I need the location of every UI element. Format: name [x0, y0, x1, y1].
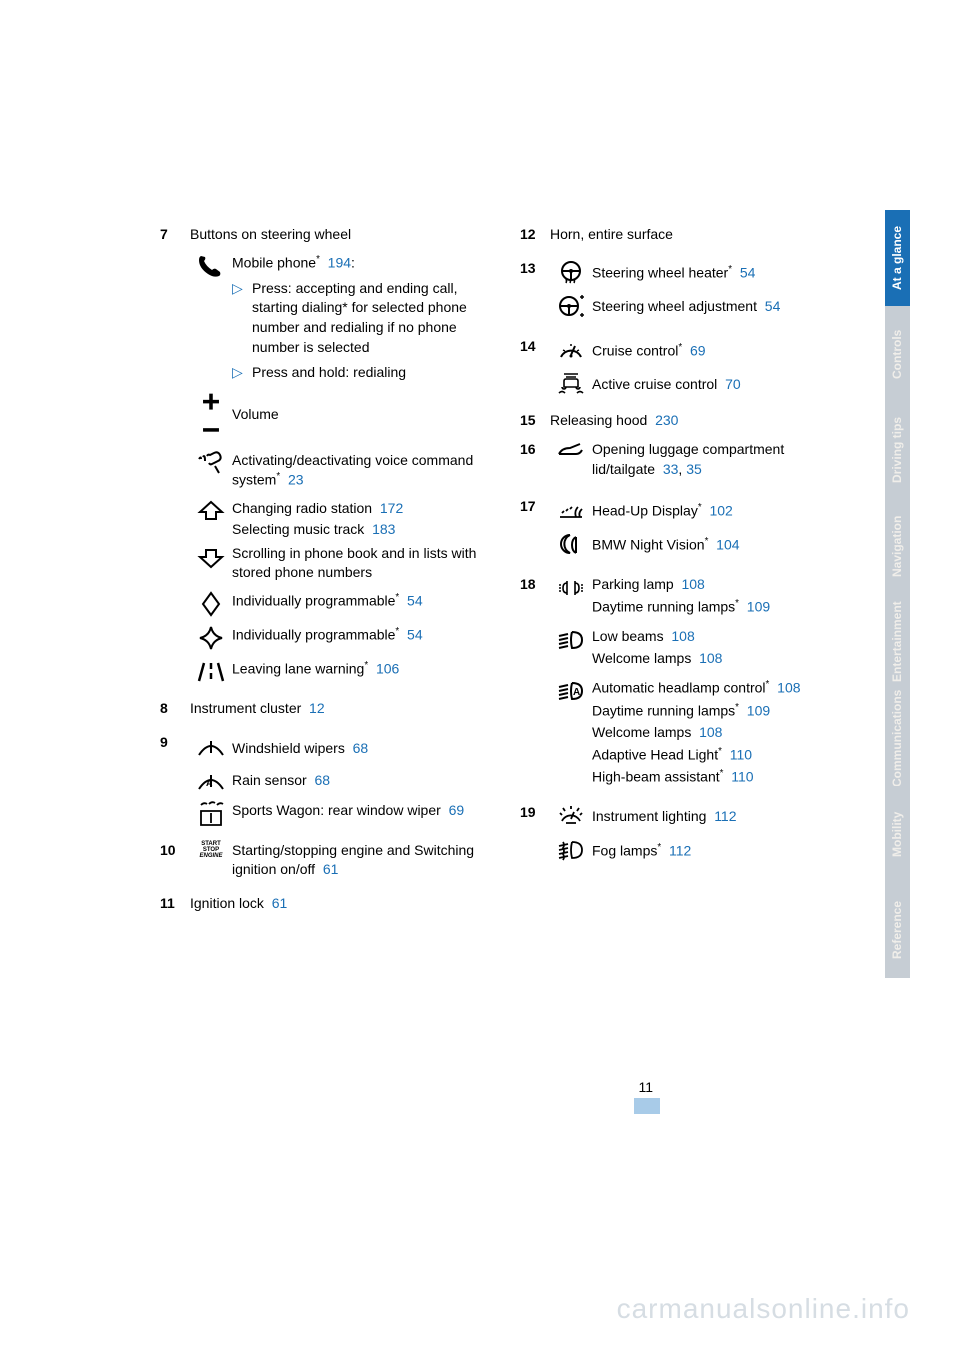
svg-text:A: A — [206, 778, 213, 788]
item-number: 15 — [520, 411, 550, 431]
item-text: Welcome lamps 108 — [592, 723, 850, 743]
item-text: Instrument cluster 12 — [190, 699, 490, 719]
content: 7 Buttons on steering wheel Mobile phone… — [160, 225, 850, 921]
side-tab[interactable]: Communications — [885, 690, 910, 786]
item-number: 18 — [520, 575, 550, 619]
phone-icon — [190, 253, 232, 383]
item-text: Volume — [232, 391, 490, 437]
side-tab[interactable]: Entertainment — [885, 594, 910, 690]
item-number: 16 — [520, 440, 550, 479]
lane-warning-icon — [190, 659, 232, 685]
side-tab[interactable]: Reference — [885, 882, 910, 978]
left-column: 7 Buttons on steering wheel Mobile phone… — [160, 225, 490, 921]
side-tabs: At a glanceControlsDriving tipsNavigatio… — [885, 210, 910, 978]
voice-icon — [190, 451, 232, 491]
item-text: Buttons on steering wheel — [190, 225, 490, 245]
page: At a glanceControlsDriving tipsNavigatio… — [0, 0, 960, 1358]
watermark: carmanualsonline.info — [617, 1289, 910, 1328]
item-text: High-beam assistant* 110 — [592, 767, 850, 787]
right-column: 12 Horn, entire surface 13 Steering whee… — [520, 225, 850, 921]
diamond-icon — [190, 591, 232, 617]
item-number: 19 — [520, 803, 550, 829]
item-text: Active cruise control 70 — [592, 371, 850, 397]
item-text: Steering wheel heater* 54 — [592, 259, 850, 285]
item-text: Head-Up Display* 102 — [592, 497, 850, 523]
item-text: Welcome lamps 108 — [592, 649, 850, 669]
item-text: Ignition lock 61 — [190, 894, 490, 914]
trunk-icon — [550, 440, 592, 479]
item-text: Daytime running lamps* 109 — [592, 701, 850, 721]
item-text: Activating/deactivating voice command sy… — [232, 451, 490, 491]
item-text: Fog lamps* 112 — [592, 837, 850, 863]
arrow-down-icon — [190, 544, 232, 583]
item-text: Horn, entire surface — [550, 225, 850, 245]
item-number: 12 — [520, 225, 550, 245]
volume-icon — [190, 391, 232, 437]
item-text: Selecting music track 183 — [232, 520, 490, 540]
page-number-highlight — [634, 1098, 660, 1114]
wheel-heater-icon — [550, 259, 592, 285]
bullet-text: Press and hold: redialing — [252, 363, 406, 383]
auto-headlamp-icon: A — [550, 678, 592, 789]
bullet-icon: ▷ — [232, 363, 252, 383]
item-number: 13 — [520, 259, 550, 285]
bullet-text: Press: accepting and ending call, starti… — [252, 279, 490, 357]
item-text: Instrument lighting 112 — [592, 803, 850, 829]
side-tab[interactable]: At a glance — [885, 210, 910, 306]
svg-text:A: A — [573, 687, 580, 698]
night-vision-icon — [550, 531, 592, 557]
item-number: 10 — [160, 841, 190, 880]
item-text: Opening luggage compartment lid/tailgate… — [592, 440, 850, 479]
item-number: 17 — [520, 497, 550, 523]
item-text: Cruise control* 69 — [592, 337, 850, 363]
star-diamond-icon — [190, 625, 232, 651]
item-text: Scrolling in phone book and in lists wit… — [232, 544, 490, 583]
cruise-icon — [550, 337, 592, 363]
item-text: Mobile phone* 194: — [232, 253, 490, 273]
item-text: Adaptive Head Light* 110 — [592, 745, 850, 765]
side-tab[interactable]: Navigation — [885, 498, 910, 594]
wiper-icon — [190, 733, 232, 759]
fog-lamp-icon — [550, 837, 592, 863]
side-tab[interactable]: Mobility — [885, 786, 910, 882]
page-number: 11 — [638, 1078, 653, 1098]
item-text: Starting/stopping engine and Switching i… — [232, 841, 490, 880]
start-stop-icon: STARTSTOPENGINE — [190, 841, 232, 880]
side-tab[interactable]: Driving tips — [885, 402, 910, 498]
rain-sensor-icon: A — [190, 767, 232, 793]
parking-lamp-icon — [550, 575, 592, 619]
low-beam-icon — [550, 627, 592, 670]
item-text: Steering wheel adjustment 54 — [592, 293, 850, 319]
item-text: Parking lamp 108 — [592, 575, 850, 595]
item-text: Individually programmable* 54 — [232, 625, 490, 651]
rear-wiper-icon — [190, 801, 232, 827]
item-text: Sports Wagon: rear window wiper 69 — [232, 801, 490, 827]
item-number: 8 — [160, 699, 190, 719]
side-tab[interactable]: Controls — [885, 306, 910, 402]
item-number: 7 — [160, 225, 190, 245]
headup-icon — [550, 497, 592, 523]
active-cruise-icon — [550, 371, 592, 397]
item-text: Individually programmable* 54 — [232, 591, 490, 617]
item-text: Automatic headlamp control* 108 — [592, 678, 850, 698]
item-text: Changing radio station 172 — [232, 499, 490, 519]
item-text: Rain sensor 68 — [232, 767, 490, 793]
wheel-adjust-icon — [550, 293, 592, 319]
item-text: Releasing hood 230 — [550, 411, 850, 431]
item-text: Daytime running lamps* 109 — [592, 597, 850, 617]
instrument-light-icon — [550, 803, 592, 829]
item-text: Leaving lane warning* 106 — [232, 659, 490, 685]
bullet-icon: ▷ — [232, 279, 252, 357]
item-text: Low beams 108 — [592, 627, 850, 647]
item-number: 14 — [520, 337, 550, 363]
item-number: 9 — [160, 733, 190, 759]
arrow-up-icon — [190, 499, 232, 542]
item-text: Windshield wipers 68 — [232, 733, 490, 759]
item-text: BMW Night Vision* 104 — [592, 531, 850, 557]
item-number: 11 — [160, 894, 190, 914]
